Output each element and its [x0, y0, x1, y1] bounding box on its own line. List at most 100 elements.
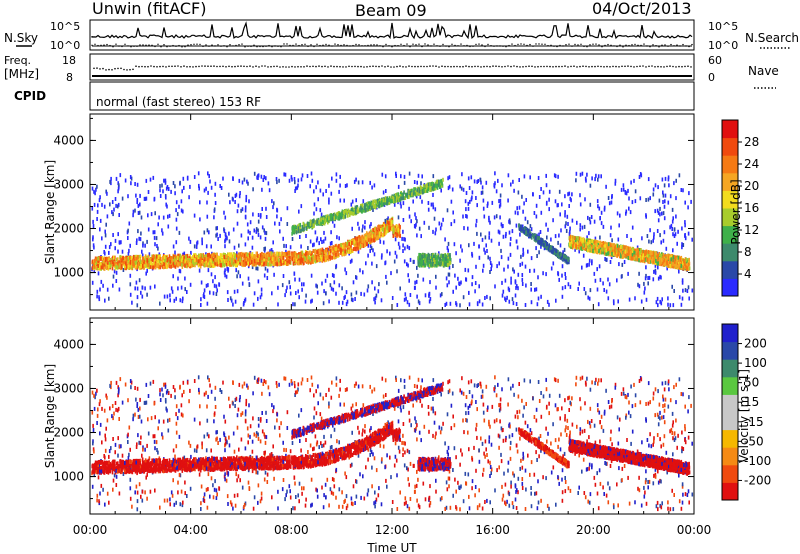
- power-cell: [218, 282, 220, 287]
- power-cell: [212, 257, 215, 262]
- power-cell: [408, 171, 411, 176]
- power-cell: [682, 188, 684, 193]
- nave-point: [351, 65, 353, 68]
- power-cell: [510, 280, 512, 285]
- power-cell: [660, 275, 662, 280]
- power-cell: [520, 254, 522, 259]
- power-cell: [97, 263, 99, 268]
- power-cell: [202, 261, 204, 266]
- power-cell: [649, 196, 651, 201]
- power-cell: [115, 176, 118, 181]
- power-cell: [217, 260, 220, 265]
- power-cell: [331, 241, 333, 245]
- power-cell: [300, 244, 302, 249]
- nave-point: [570, 65, 572, 68]
- power-cell: [476, 203, 478, 208]
- power-cell: [146, 255, 149, 260]
- power-cell: [135, 260, 138, 265]
- power-cell: [510, 276, 512, 281]
- power-cell: [94, 191, 96, 196]
- power-cell: [157, 255, 160, 260]
- nave-point: [228, 65, 230, 68]
- power-cell: [346, 299, 349, 304]
- power-cell: [654, 263, 657, 268]
- power-cell: [244, 257, 246, 262]
- power-cell: [384, 174, 387, 179]
- power-cell: [313, 211, 315, 216]
- power-cell: [294, 302, 296, 307]
- power-cell: [579, 193, 581, 198]
- nave-point: [681, 65, 683, 68]
- power-cell: [659, 212, 661, 217]
- power-cell: [571, 192, 573, 197]
- power-cell: [290, 256, 293, 261]
- power-cell: [471, 282, 473, 287]
- power-cell: [502, 289, 505, 294]
- nsearch-point: [487, 43, 489, 46]
- power-cell: [289, 291, 292, 296]
- nave-point: [516, 65, 518, 68]
- power-cell: [289, 285, 291, 290]
- power-cell: [133, 262, 135, 267]
- power-cell: [166, 265, 168, 270]
- power-cell: [266, 268, 269, 273]
- power-cell: [317, 256, 319, 261]
- power-cell: [465, 277, 467, 282]
- power-cell: [233, 245, 236, 250]
- power-cell: [222, 255, 224, 260]
- nave-point: [549, 65, 551, 68]
- power-cell: [625, 209, 628, 214]
- power-cell: [116, 261, 119, 266]
- power-cell: [220, 186, 223, 190]
- nave-point: [537, 65, 539, 68]
- power-cell: [484, 235, 487, 240]
- nave-point: [258, 66, 260, 68]
- nave-point: [594, 65, 596, 68]
- power-cell: [332, 250, 334, 255]
- power-cell: [449, 301, 452, 306]
- power-cell: [564, 276, 567, 280]
- power-cell: [238, 194, 241, 199]
- power-cell: [251, 257, 254, 262]
- nave-point: [216, 65, 218, 68]
- power-cell: [301, 250, 304, 255]
- power-cell: [327, 250, 330, 255]
- power-cell: [319, 208, 322, 213]
- power-cell: [213, 215, 215, 220]
- nave-point: [408, 65, 410, 67]
- power-cell: [240, 233, 243, 238]
- power-cell: [603, 205, 606, 210]
- power-cell: [362, 224, 364, 229]
- power-cell: [354, 297, 356, 301]
- power-cell: [416, 233, 418, 238]
- power-cell: [105, 257, 107, 261]
- power-cell: [468, 290, 470, 295]
- power-cell: [471, 195, 473, 200]
- power-cell: [584, 197, 586, 202]
- nave-point: [243, 65, 245, 68]
- power-cell: [118, 183, 120, 188]
- power-cell: [562, 250, 564, 255]
- power-cell: [507, 198, 509, 203]
- power-cell: [261, 225, 264, 230]
- power-cell: [137, 229, 139, 234]
- nave-point: [540, 65, 542, 68]
- power-cell: [161, 259, 164, 264]
- power-cell: [384, 227, 386, 232]
- nave-point: [126, 69, 128, 71]
- power-cell: [596, 199, 599, 204]
- nave-point: [165, 66, 167, 68]
- power-cell: [260, 174, 263, 179]
- power-cell: [364, 225, 366, 230]
- nave-point: [111, 69, 113, 71]
- power-cell: [578, 249, 580, 254]
- power-cell: [575, 171, 578, 176]
- nave-point: [660, 66, 662, 68]
- power-cell: [115, 279, 118, 283]
- power-cell: [134, 257, 136, 262]
- power-cell: [156, 244, 158, 248]
- power-cell: [309, 257, 312, 262]
- power-cell: [170, 264, 172, 269]
- nsearch-point: [607, 43, 609, 46]
- nave-point: [480, 66, 482, 68]
